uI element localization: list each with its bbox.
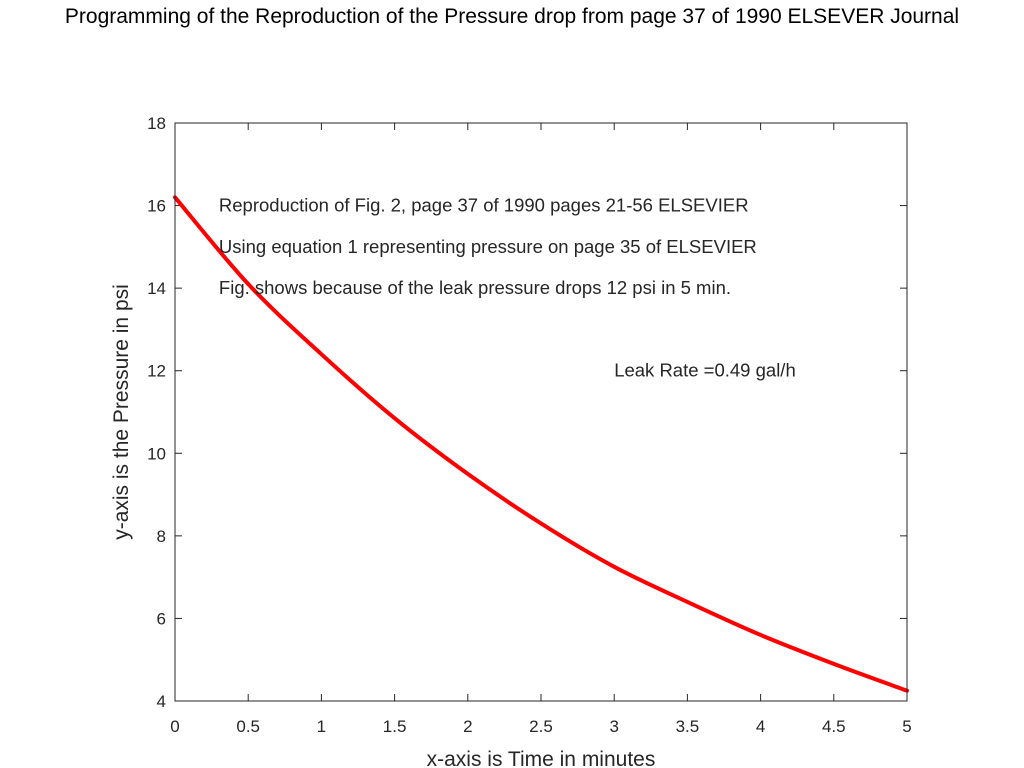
slide-title: Programming of the Reproduction of the P… — [64, 5, 960, 28]
x-tick-label: 0 — [170, 717, 179, 736]
x-tick-label: 1.5 — [383, 717, 407, 736]
x-tick-label: 3 — [609, 717, 618, 736]
chart-annotation: Fig. shows because of the leak pressure … — [219, 277, 731, 298]
y-tick-label: 14 — [147, 279, 166, 298]
x-tick-label: 4 — [756, 717, 765, 736]
y-tick-label: 10 — [147, 444, 166, 463]
x-tick-label: 1 — [317, 717, 326, 736]
x-tick-label: 3.5 — [676, 717, 700, 736]
y-tick-label: 12 — [147, 362, 166, 381]
x-tick-label: 0.5 — [236, 717, 260, 736]
y-tick-labels: 4 6 8 10 12 14 16 18 — [147, 114, 166, 711]
y-tick-label: 8 — [157, 527, 166, 546]
x-tick-label: 5 — [902, 717, 911, 736]
chart-annotation: Reproduction of Fig. 2, page 37 of 1990 … — [219, 195, 749, 216]
plot-area — [175, 123, 907, 701]
chart-annotation: Leak Rate =0.49 gal/h — [614, 360, 796, 381]
chart-annotation: Using equation 1 representing pressure o… — [219, 236, 757, 257]
x-tick-label: 4.5 — [822, 717, 846, 736]
x-axis-label: x-axis is Time in minutes — [427, 748, 656, 768]
x-tick-label: 2.5 — [529, 717, 553, 736]
y-tick-label: 4 — [157, 692, 166, 711]
y-tick-label: 18 — [147, 114, 166, 133]
y-axis-label: y-axis is the Pressure in psi — [110, 284, 133, 540]
annotations: Reproduction of Fig. 2, page 37 of 1990 … — [219, 195, 796, 381]
plot-frame — [174, 122, 908, 702]
x-tick-labels: 0 0.5 1 1.5 2 2.5 3 3.5 4 4.5 5 — [170, 717, 911, 736]
pressure-series-line — [173, 195, 909, 693]
y-tick-label: 16 — [147, 197, 166, 216]
x-tick-label: 2 — [463, 717, 472, 736]
series-layer — [173, 195, 909, 693]
y-tick-label: 6 — [157, 609, 166, 628]
